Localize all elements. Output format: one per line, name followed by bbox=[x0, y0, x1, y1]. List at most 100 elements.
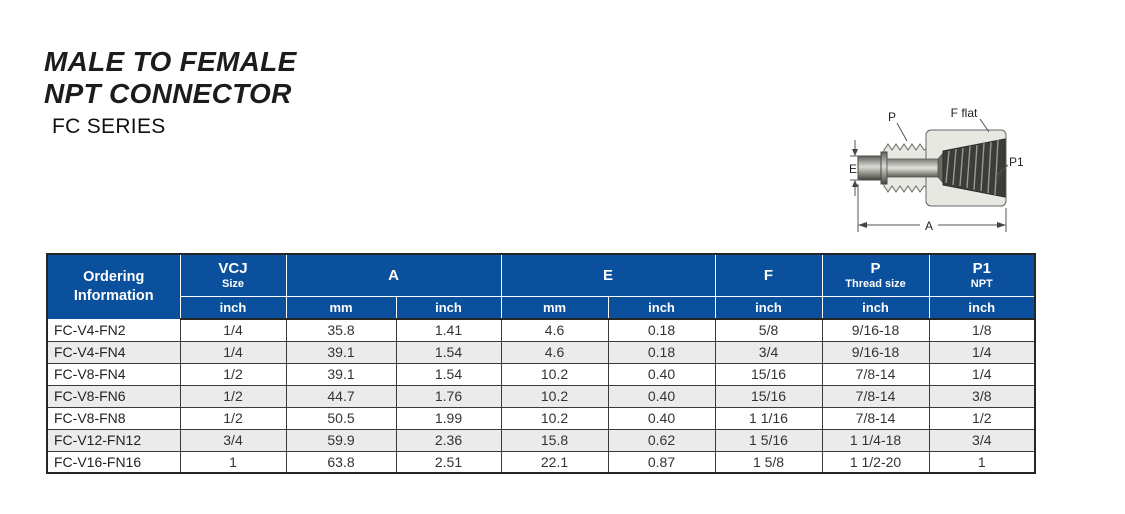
cell-value: 1.99 bbox=[395, 406, 502, 430]
header-a: A bbox=[285, 253, 502, 297]
cell-value: 1 bbox=[179, 450, 287, 474]
spec-table: Ordering Information VCJ Size A E F P Th… bbox=[46, 253, 1037, 474]
cell-value: 0.40 bbox=[607, 406, 716, 430]
header-e-main: E bbox=[603, 266, 614, 284]
cell-value: 9/16-18 bbox=[821, 340, 930, 364]
header-f: F bbox=[714, 253, 823, 297]
header-p1-sub: NPT bbox=[970, 278, 993, 291]
f-flat-label: F flat bbox=[951, 106, 978, 120]
cell-value: 1/4 bbox=[179, 340, 287, 364]
cell-value: 0.40 bbox=[607, 362, 716, 386]
cell-value: 1.76 bbox=[395, 384, 502, 408]
cell-value: 4.6 bbox=[500, 340, 609, 364]
header-e: E bbox=[500, 253, 716, 297]
table-row: FC-V12-FN12 3/4 59.9 2.36 15.8 0.62 1 5/16 1 1/… bbox=[46, 428, 1036, 452]
cell-value: 22.1 bbox=[500, 450, 609, 474]
header-p1-main: P1 bbox=[972, 260, 991, 278]
female-thread-shape bbox=[942, 138, 1006, 198]
page-title-line2: NPT CONNECTOR bbox=[44, 77, 292, 109]
cell-value: 2.36 bbox=[395, 428, 502, 452]
unit-e-inch: inch bbox=[607, 295, 716, 320]
cell-value: 9/16-18 bbox=[821, 318, 930, 342]
cell-value: 63.8 bbox=[285, 450, 397, 474]
cell-value: 10.2 bbox=[500, 384, 609, 408]
bore-cylinder bbox=[886, 158, 940, 178]
header-vcj-sub: Size bbox=[221, 278, 244, 291]
cell-value: 1 5/16 bbox=[714, 428, 823, 452]
cell-value: 44.7 bbox=[285, 384, 397, 408]
cell-value: 15.8 bbox=[500, 428, 609, 452]
title-block: MALE TO FEMALE NPT CONNECTOR FC SERIES bbox=[44, 46, 297, 139]
gland-flange bbox=[880, 151, 888, 185]
a-dimension-lines bbox=[857, 184, 1007, 232]
cell-value: 1.54 bbox=[395, 340, 502, 364]
cell-value: 1/2 bbox=[179, 362, 287, 386]
a-dim-label: A bbox=[925, 219, 933, 233]
cell-value: 1/4 bbox=[928, 362, 1036, 386]
header-a-main: A bbox=[388, 266, 399, 284]
cell-part-number: FC-V4-FN2 bbox=[46, 318, 181, 342]
cell-value: 0.40 bbox=[607, 384, 716, 408]
cell-value: 7/8-14 bbox=[821, 406, 930, 430]
cell-value: 1/4 bbox=[928, 340, 1036, 364]
table-body: FC-V4-FN2 1/4 35.8 1.41 4.6 0.18 5/8 9/16-18 1/8… bbox=[46, 318, 1036, 474]
cell-part-number: FC-V8-FN4 bbox=[46, 362, 181, 386]
unit-vcj: inch bbox=[179, 295, 287, 320]
header-f-main: F bbox=[763, 266, 774, 284]
page-title-line1: MALE TO FEMALE bbox=[44, 46, 297, 77]
unit-f-inch: inch bbox=[714, 295, 823, 320]
header-p-main: P bbox=[870, 260, 881, 278]
cell-value: 7/8-14 bbox=[821, 384, 930, 408]
header-vcj-size: VCJ Size bbox=[179, 253, 287, 297]
table-row: FC-V16-FN16 1 63.8 2.51 22.1 0.87 1 5/8 1 1/2-2… bbox=[46, 450, 1036, 474]
cell-value: 10.2 bbox=[500, 362, 609, 386]
cell-value: 3/4 bbox=[714, 340, 823, 364]
cell-value: 1/2 bbox=[179, 384, 287, 408]
unit-a-inch: inch bbox=[395, 295, 502, 320]
series-subtitle: FC SERIES bbox=[52, 114, 166, 138]
p1-label: P1 bbox=[1009, 155, 1024, 169]
table-row: FC-V4-FN4 1/4 39.1 1.54 4.6 0.18 3/4 9/16-18 1/4 bbox=[46, 340, 1036, 364]
table-row: FC-V8-FN4 1/2 39.1 1.54 10.2 0.40 15/16 7/8-14 1… bbox=[46, 362, 1036, 386]
cell-value: 7/8-14 bbox=[821, 362, 930, 386]
header-p1-npt: P1 NPT bbox=[928, 253, 1036, 297]
cell-value: 1 1/2-20 bbox=[821, 450, 930, 474]
p-leader-line bbox=[896, 122, 908, 142]
e-arrow-top bbox=[852, 149, 858, 156]
cell-part-number: FC-V16-FN16 bbox=[46, 450, 181, 474]
e-arrow-bottom bbox=[852, 180, 858, 187]
thread-ridges bbox=[945, 139, 999, 196]
cell-value: 1.41 bbox=[395, 318, 502, 342]
unit-e-mm: mm bbox=[500, 295, 609, 320]
e-dim-label: E bbox=[849, 162, 857, 176]
cell-value: 0.87 bbox=[607, 450, 716, 474]
p-label: P bbox=[888, 110, 896, 124]
header-row-main: Ordering Information VCJ Size A E F P Th… bbox=[46, 253, 1036, 320]
cell-value: 1.54 bbox=[395, 362, 502, 386]
cell-value: 5/8 bbox=[714, 318, 823, 342]
cell-part-number: FC-V12-FN12 bbox=[46, 428, 181, 452]
cell-value: 0.62 bbox=[607, 428, 716, 452]
cell-value: 1/4 bbox=[179, 318, 287, 342]
cell-value: 1/2 bbox=[179, 406, 287, 430]
cell-part-number: FC-V8-FN8 bbox=[46, 406, 181, 430]
cell-value: 39.1 bbox=[285, 362, 397, 386]
header-vcj-main: VCJ bbox=[218, 260, 248, 278]
cell-value: 15/16 bbox=[714, 384, 823, 408]
cell-value: 0.18 bbox=[607, 340, 716, 364]
header-p-thread-size: P Thread size bbox=[821, 253, 930, 297]
header-ordering-information: Ordering Information bbox=[46, 253, 181, 320]
f-flat-leader-line bbox=[979, 118, 990, 133]
cell-value: 1 1/4-18 bbox=[821, 428, 930, 452]
header-row-units: inch mm inch mm inch inch inch inch bbox=[47, 295, 1036, 320]
cell-value: 1/2 bbox=[928, 406, 1036, 430]
cell-value: 10.2 bbox=[500, 406, 609, 430]
unit-p1-inch: inch bbox=[928, 295, 1036, 320]
cell-value: 4.6 bbox=[500, 318, 609, 342]
cell-value: 59.9 bbox=[285, 428, 397, 452]
cell-value: 1 5/8 bbox=[714, 450, 823, 474]
cell-value: 15/16 bbox=[714, 362, 823, 386]
a-arrow-right bbox=[997, 222, 1006, 228]
cell-value: 39.1 bbox=[285, 340, 397, 364]
